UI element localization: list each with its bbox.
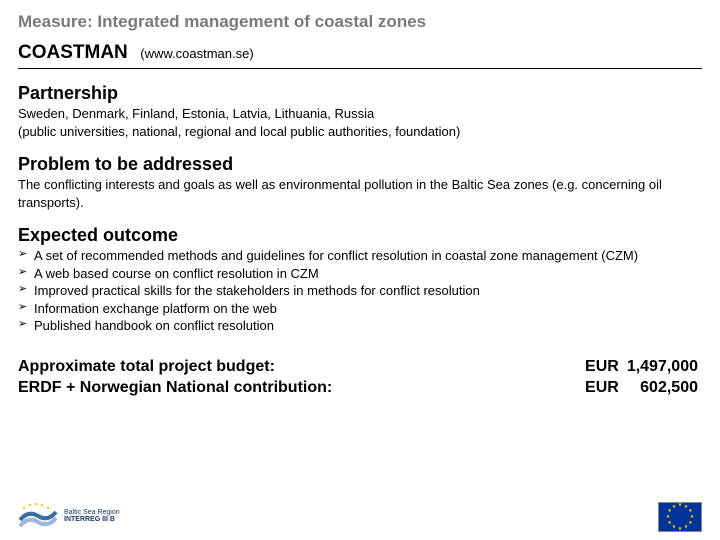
budget-currency-1: EUR (581, 357, 623, 378)
partnership-types: (public universities, national, regional… (18, 123, 702, 141)
list-item: A set of recommended methods and guideli… (18, 247, 702, 265)
project-url: (www.coastman.se) (140, 46, 253, 61)
problem-text: The conflicting interests and goals as w… (18, 176, 702, 211)
outcome-heading: Expected outcome (18, 225, 702, 246)
budget-label-total: Approximate total project budget: (18, 357, 332, 378)
interreg-wave-icon (18, 500, 58, 532)
list-item: Information exchange platform on the web (18, 300, 702, 318)
project-header: COASTMAN (www.coastman.se) (18, 42, 702, 69)
measure-title: Measure: Integrated management of coasta… (18, 12, 702, 32)
budget-labels: Approximate total project budget: ERDF +… (18, 357, 332, 399)
problem-heading: Problem to be addressed (18, 154, 702, 175)
partnership-countries: Sweden, Denmark, Finland, Estonia, Latvi… (18, 105, 702, 123)
budget-amounts: EUR 1,497,000 EUR 602,500 (581, 357, 702, 399)
budget-amount-total: 1,497,000 (623, 357, 702, 378)
programme-name-top: Baltic Sea Region (64, 509, 120, 516)
list-item: A web based course on conflict resolutio… (18, 265, 702, 283)
list-item: Improved practical skills for the stakeh… (18, 282, 702, 300)
budget-label-erdf: ERDF + Norwegian National contribution: (18, 378, 332, 399)
project-name: COASTMAN (18, 42, 128, 63)
interreg-text: Baltic Sea Region INTERREG III B (64, 509, 120, 523)
programme-name-bottom: INTERREG III B (64, 516, 120, 523)
partnership-heading: Partnership (18, 83, 702, 104)
footer: Baltic Sea Region INTERREG III B ★ ★ ★ ★… (18, 500, 702, 532)
eu-flag-icon: ★ ★ ★ ★ ★ ★ ★ ★ ★ ★ ★ ★ (658, 502, 702, 532)
outcome-list: A set of recommended methods and guideli… (18, 247, 702, 335)
budget-amount-erdf: 602,500 (623, 378, 702, 399)
interreg-logo: Baltic Sea Region INTERREG III B (18, 500, 120, 532)
list-item: Published handbook on conflict resolutio… (18, 317, 702, 335)
budget-currency-2: EUR (581, 378, 623, 399)
budget-section: Approximate total project budget: ERDF +… (18, 357, 702, 399)
